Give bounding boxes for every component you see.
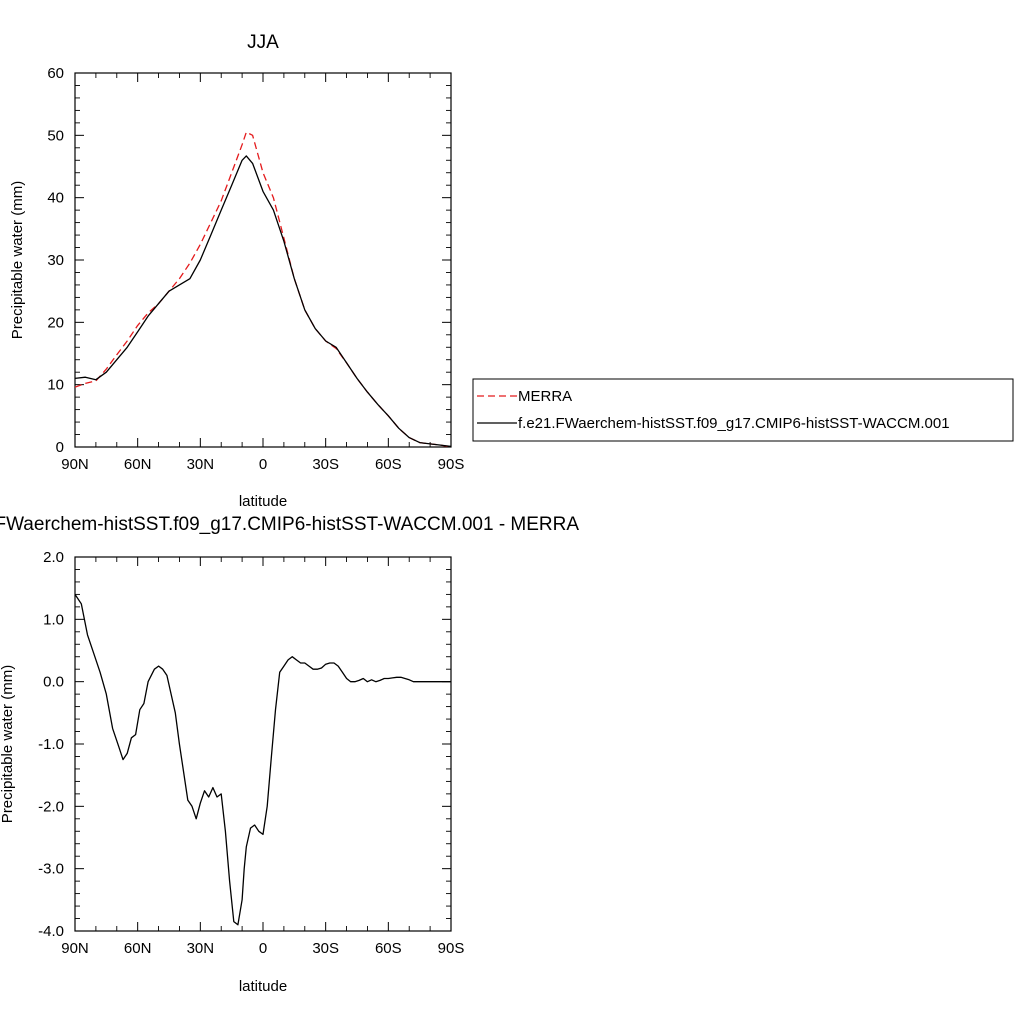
y-tick-label: 60 (47, 65, 64, 82)
chart-bottom-y-ticks: -4.0 -3.0 -2.0 -1.0 0.0 1.0 2.0 (38, 549, 451, 940)
chart-bottom-title: f.e21.FWaerchem-histSST.f09_g17.CMIP6-hi… (0, 514, 579, 535)
chart-bottom-series (74, 594, 451, 926)
x-tick-label: 90S (438, 940, 465, 957)
x-tick-label: 30N (187, 456, 215, 473)
series-line-difference (74, 594, 451, 926)
x-tick-label: 0 (259, 456, 267, 473)
chart-bottom-plot-frame (74, 556, 452, 932)
y-tick-label: 0 (56, 439, 64, 456)
y-tick-label: -2.0 (38, 798, 64, 815)
chart-top-y-ticks: 0 10 20 30 40 50 60 (47, 65, 451, 456)
chart-top-title: JJA (247, 32, 279, 53)
x-tick-label: 60S (375, 456, 402, 473)
series-line-merra (74, 131, 452, 448)
chart-top-panel: JJA 0 10 20 30 40 50 60 90N 60N 30N 0 30S 60S 90S la… (9, 32, 464, 510)
y-tick-label: 40 (47, 190, 64, 207)
y-tick-label: 20 (47, 314, 64, 331)
y-tick-label: -4.0 (38, 923, 64, 940)
legend-box (472, 378, 1014, 442)
x-tick-label: 30S (312, 456, 339, 473)
x-tick-label: 0 (259, 940, 267, 957)
chart-bottom-y-axis-label: Precipitable water (mm) (0, 665, 16, 823)
y-tick-label: 50 (47, 127, 64, 144)
y-tick-label: 30 (47, 252, 64, 269)
y-tick-label: 1.0 (43, 611, 64, 628)
x-tick-label: 60N (124, 456, 152, 473)
y-tick-label: 0.0 (43, 674, 64, 691)
chart-bottom-x-ticks: 90N 60N 30N 0 30S 60S 90S (61, 557, 464, 957)
x-tick-label: 90N (61, 456, 89, 473)
series-line-f (74, 155, 452, 448)
chart-top-series (74, 131, 452, 448)
chart-bottom-panel: f.e21.FWaerchem-histSST.f09_g17.CMIP6-hi… (0, 514, 579, 995)
chart-top-plot-frame (74, 72, 452, 448)
chart-top-x-axis-label: latitude (239, 493, 287, 510)
x-tick-label: 60S (375, 940, 402, 957)
x-tick-label: 90S (438, 456, 465, 473)
y-tick-label: -3.0 (38, 861, 64, 878)
x-tick-label: 30N (187, 940, 215, 957)
legend-label-model: f.e21.FWaerchem-histSST.f09_g17.CMIP6-hi… (518, 415, 950, 432)
chart-top-x-ticks: 90N 60N 30N 0 30S 60S 90S (61, 73, 464, 473)
legend-label-merra: MERRA (518, 388, 572, 405)
y-tick-label: -1.0 (38, 736, 64, 753)
chart-top-legend: MERRA f.e21.FWaerchem-histSST.f09_g17.CM… (472, 378, 1014, 442)
x-tick-label: 90N (61, 940, 89, 957)
chart-top-y-axis-label: Precipitable water (mm) (9, 181, 26, 339)
x-tick-label: 60N (124, 940, 152, 957)
y-tick-label: 10 (47, 377, 64, 394)
y-tick-label: 2.0 (43, 549, 64, 566)
chart-bottom-x-axis-label: latitude (239, 978, 287, 995)
x-tick-label: 30S (312, 940, 339, 957)
